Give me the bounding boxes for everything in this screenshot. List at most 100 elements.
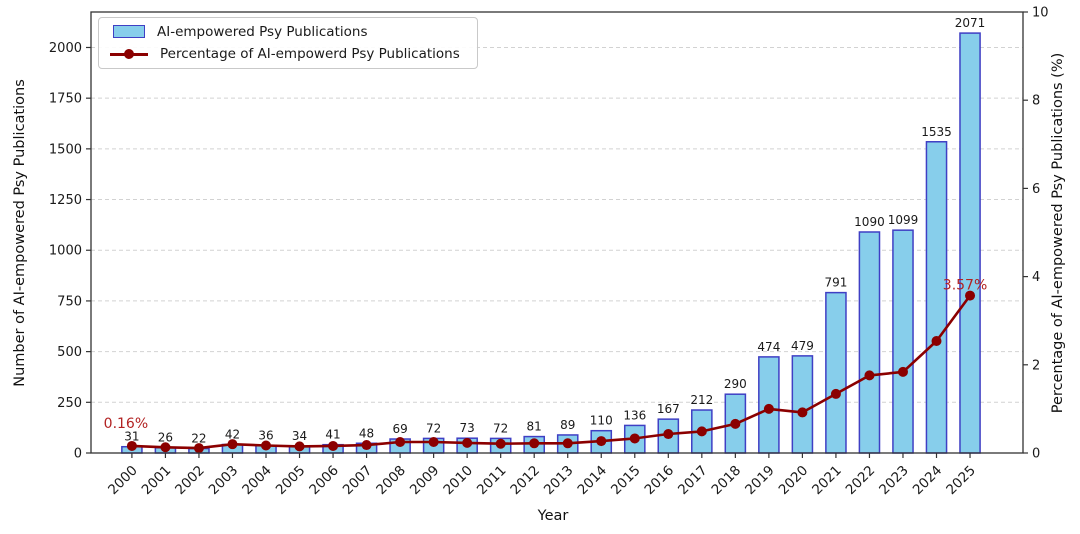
line-marker-2002	[193, 443, 204, 454]
legend: AI-empowered Psy Publications Percentage…	[98, 17, 478, 69]
line-marker-2025	[965, 290, 976, 301]
left-tick-label: 2000	[49, 41, 82, 56]
annotation-3.57-percent: 3.57%	[943, 278, 987, 294]
x-tick-label-2014: 2014	[574, 463, 610, 499]
bar-value-label-2020: 479	[791, 339, 814, 353]
percentage-line	[130, 294, 972, 450]
x-tick-label-2002: 2002	[172, 463, 208, 499]
bar-2025	[959, 32, 981, 454]
line-marker-2000	[126, 440, 137, 451]
bar-value-label-2015: 136	[623, 408, 646, 422]
x-tick-label-2025: 2025	[943, 463, 979, 499]
x-tick-label-2017: 2017	[675, 463, 711, 499]
legend-label-percentage: Percentage of AI-empowerd Psy Publicatio…	[160, 46, 460, 63]
line-marker-2012	[529, 438, 540, 449]
annotation-0.16-percent: 0.16%	[104, 416, 148, 432]
bar-value-label-2000: 31	[124, 430, 139, 444]
bar-2024	[925, 141, 948, 454]
bar-value-label-2013: 89	[560, 418, 575, 432]
bar-value-label-2002: 22	[191, 432, 206, 446]
x-tick-label-2024: 2024	[910, 463, 946, 499]
right-tick-label: 10	[1032, 6, 1049, 21]
legend-item-publications: AI-empowered Psy Publications	[107, 22, 469, 42]
x-tick-label-2023: 2023	[876, 463, 912, 499]
line-marker-2014	[596, 436, 607, 447]
bar-value-label-2009: 72	[426, 421, 441, 435]
line-marker-2007	[361, 440, 372, 451]
left-tick-label: 750	[57, 294, 82, 309]
right-tick-label: 8	[1032, 94, 1040, 109]
bar-value-label-2008: 69	[392, 422, 407, 436]
line-marker-2015	[629, 433, 640, 444]
x-tick-label-2003: 2003	[206, 463, 242, 499]
bar-value-label-2010: 73	[460, 421, 475, 435]
line-marker-2003	[227, 439, 238, 450]
x-tick-label-2020: 2020	[776, 463, 812, 499]
line-marker-2024	[931, 335, 942, 346]
line-marker-2013	[562, 438, 573, 449]
right-tick-label: 2	[1032, 358, 1040, 373]
bar-value-label-2017: 212	[690, 393, 713, 407]
line-marker-2011	[495, 438, 506, 449]
bar-value-label-2022: 1090	[854, 215, 885, 229]
bar-value-label-2006: 41	[325, 428, 340, 442]
line-marker-2008	[395, 436, 406, 447]
legend-item-percentage: Percentage of AI-empowerd Psy Publicatio…	[107, 45, 469, 65]
line-marker-2006	[328, 440, 339, 451]
line-marker-2017	[696, 426, 707, 437]
line-marker-2005	[294, 441, 305, 452]
line-swatch-icon	[110, 49, 148, 60]
line-marker-2023	[897, 366, 908, 377]
x-tick-label-2019: 2019	[742, 463, 778, 499]
x-tick-label-2007: 2007	[340, 463, 376, 499]
x-tick-label-2016: 2016	[642, 463, 678, 499]
left-tick-label: 1500	[49, 142, 82, 157]
y-axis-label-left: Number of AI-empowered Psy Publications	[12, 79, 28, 387]
left-tick-label: 250	[57, 396, 82, 411]
right-tick-label: 6	[1032, 182, 1040, 197]
x-tick-label-2018: 2018	[709, 463, 745, 499]
x-tick-label-2010: 2010	[440, 463, 476, 499]
plot-border	[90, 11, 1024, 454]
line-marker-2009	[428, 436, 439, 447]
left-tick-label: 1750	[49, 92, 82, 107]
line-marker-2016	[663, 429, 674, 440]
x-tick-label-2004: 2004	[239, 463, 275, 499]
bar-value-label-2018: 290	[724, 377, 747, 391]
left-tick-label: 500	[57, 345, 82, 360]
line-marker-2020	[797, 407, 808, 418]
y-axis-label-right: Percentage of AI-empowered Psy Publicati…	[1050, 52, 1066, 414]
x-tick-label-2015: 2015	[608, 463, 644, 499]
bar-value-label-2011: 72	[493, 421, 508, 435]
x-tick-label-2013: 2013	[541, 463, 577, 499]
x-axis-label: Year	[537, 508, 569, 524]
line-marker-icon	[124, 49, 134, 60]
bar-value-label-2016: 167	[657, 402, 680, 416]
x-tick-label-2006: 2006	[306, 463, 342, 499]
right-tick-label: 0	[1032, 447, 1040, 462]
bar-value-label-2025: 2071	[955, 16, 986, 30]
bar-value-label-2005: 34	[292, 429, 307, 443]
line-marker-2004	[261, 440, 272, 451]
bar-value-label-2007: 48	[359, 426, 374, 440]
right-tick-label: 4	[1032, 270, 1040, 285]
left-tick-label: 1250	[49, 193, 82, 208]
x-tick-label-2009: 2009	[407, 463, 443, 499]
bar-value-label-2001: 26	[158, 431, 173, 445]
bar-value-label-2021: 791	[824, 276, 847, 290]
x-tick-label-2021: 2021	[809, 463, 845, 499]
line-marker-2022	[864, 370, 875, 381]
bar-value-label-2012: 81	[527, 420, 542, 434]
line-marker-2001	[160, 442, 171, 453]
bar-2023	[892, 229, 914, 454]
line-marker-2019	[763, 403, 774, 414]
x-tick-label-2001: 2001	[139, 463, 175, 499]
bar-2021	[825, 291, 847, 454]
line-marker-2010	[462, 437, 473, 448]
left-tick-label: 1000	[49, 244, 82, 259]
x-tick-label-2022: 2022	[843, 463, 879, 499]
x-tick-label-2008: 2008	[373, 463, 409, 499]
bar-value-label-2024: 1535	[921, 125, 952, 139]
